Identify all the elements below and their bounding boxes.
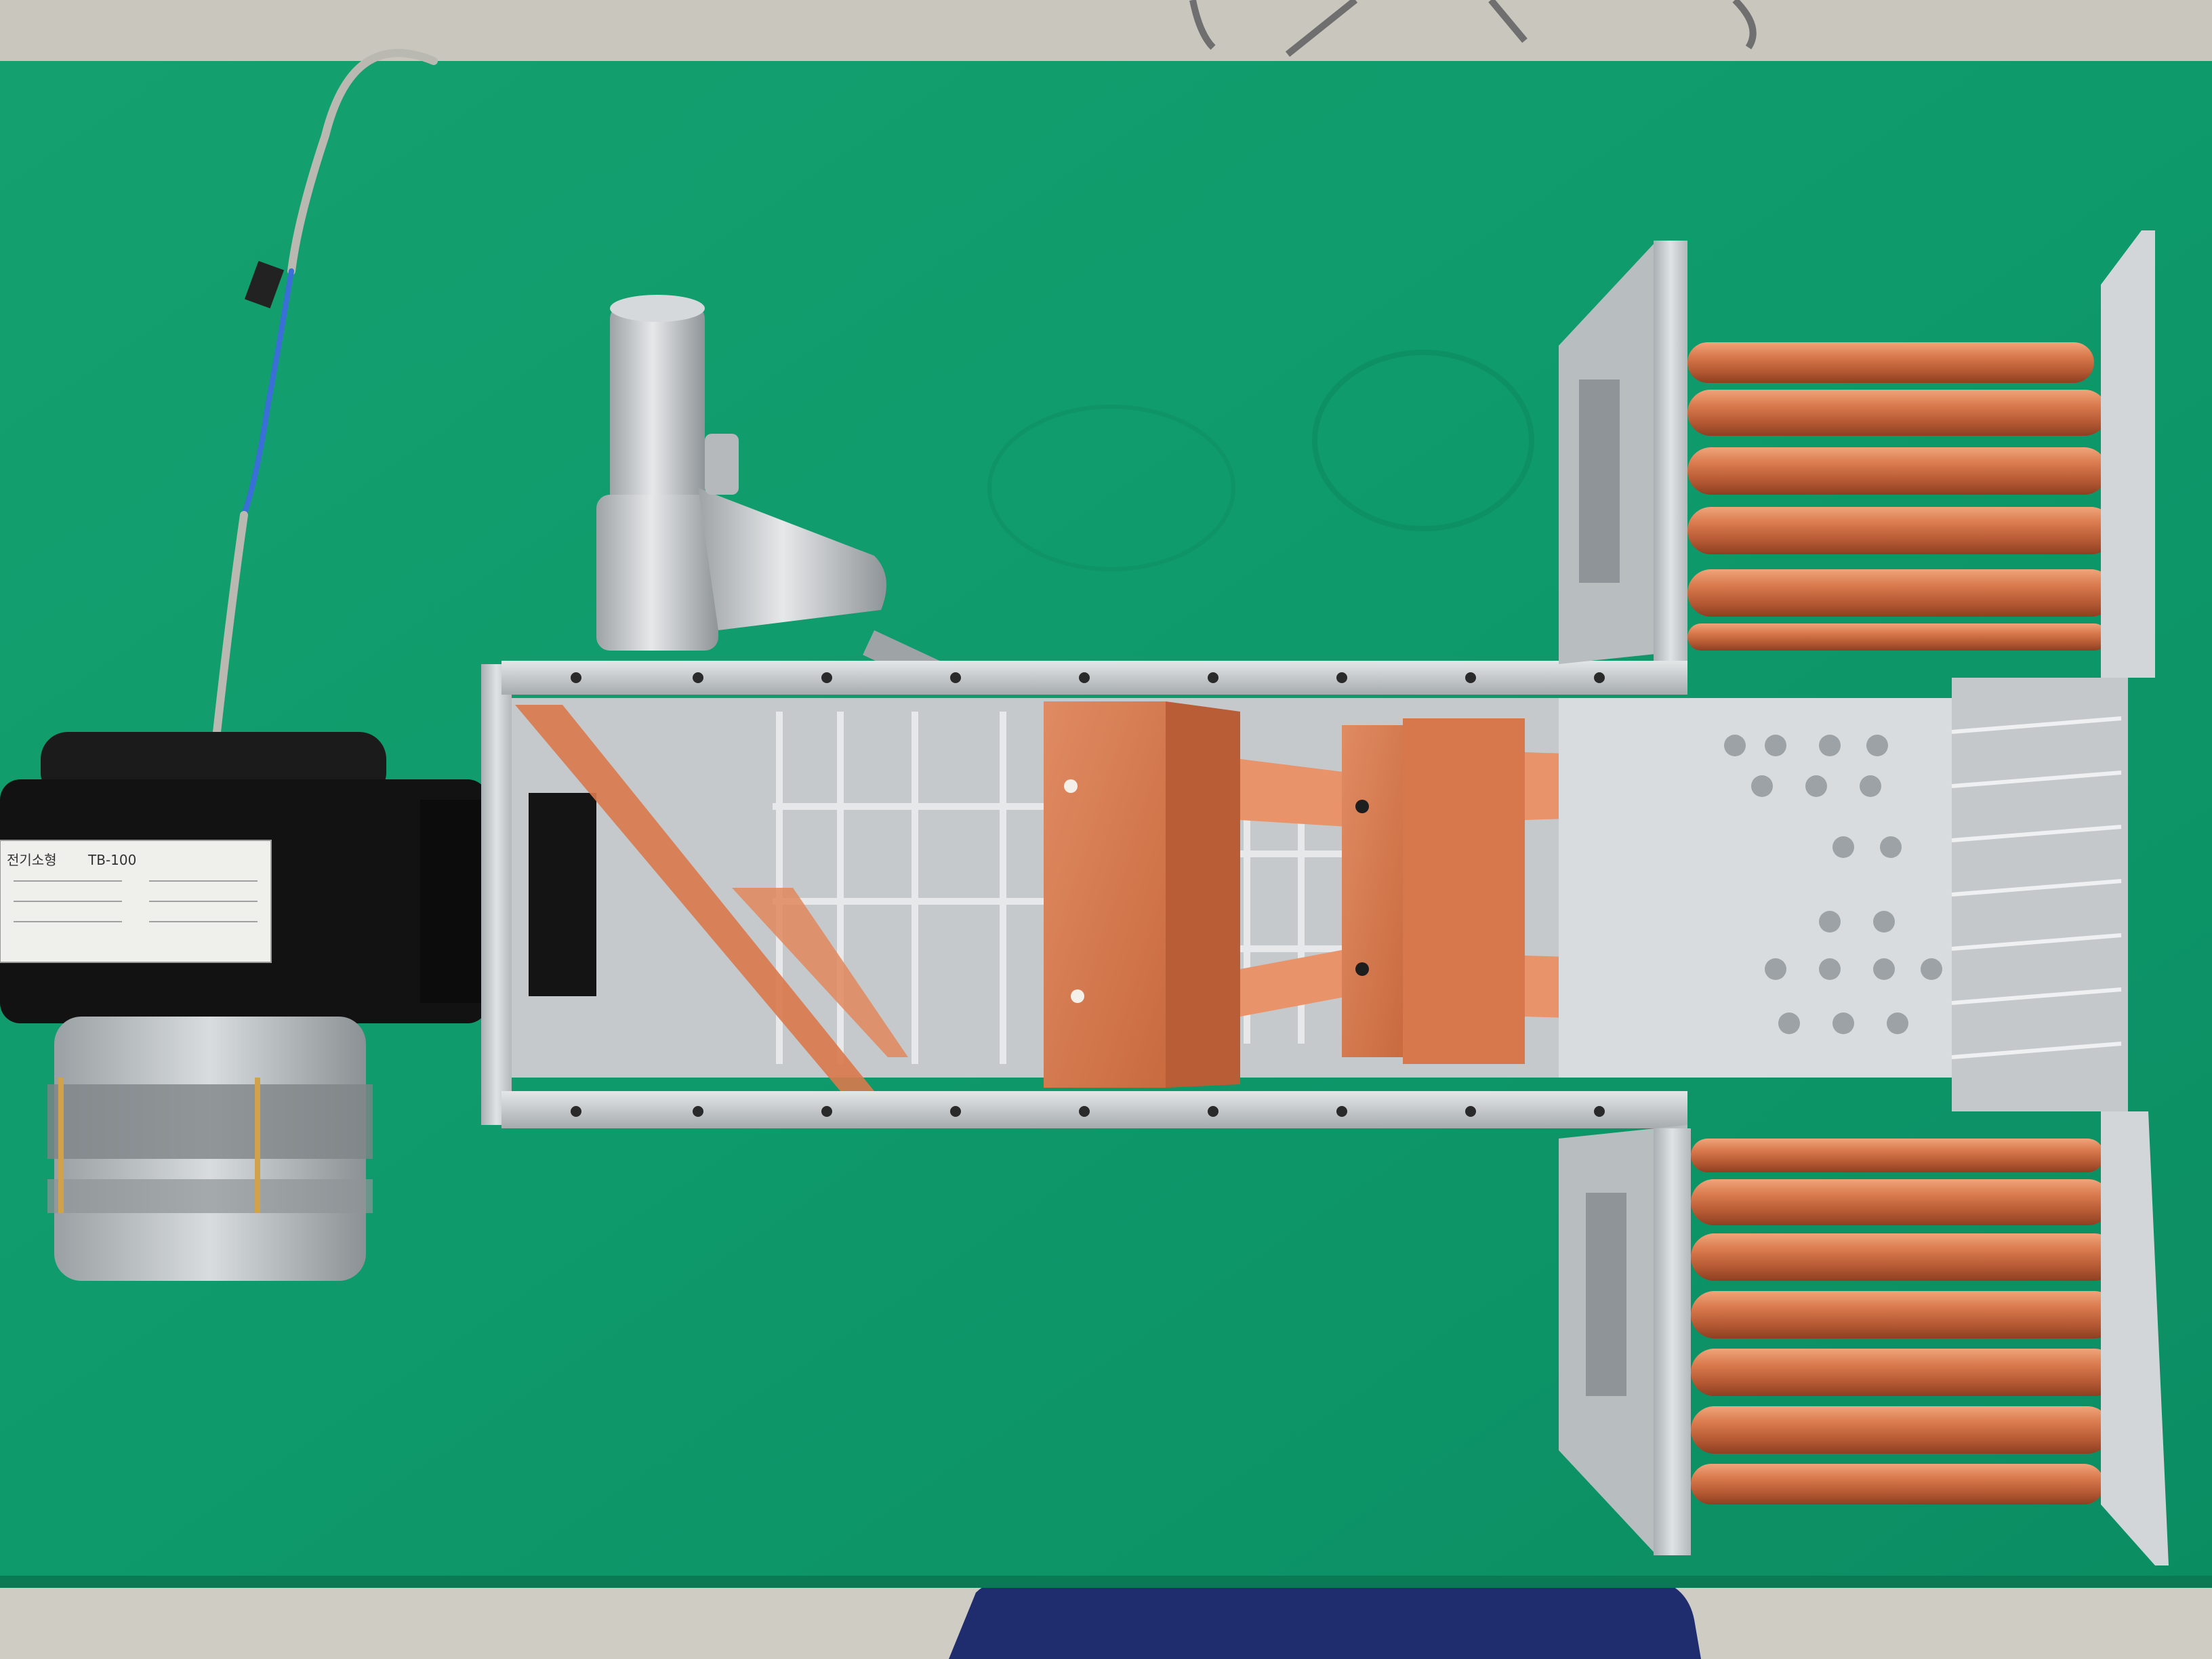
perforated-plate [1559,698,1952,1078]
aluminum-enclosure [481,661,2128,1128]
lower-flange [1654,1128,1691,1555]
blower-outlet [420,800,488,1003]
copper-plate-right-2 [1403,718,1525,1064]
blower: 전기소형 TB-100 [0,732,488,1281]
enclosure-left-wall [481,664,512,1125]
fins [1951,716,2122,1059]
copper-plate-left [1044,701,1166,1088]
copper-diagonal-strip-2 [732,888,908,1057]
table-stain [1312,350,1534,531]
blower-label-brand: 전기소형 [7,852,57,868]
copper-hole [1064,779,1078,793]
table-edge-bottom [0,1576,2212,1588]
lower-pipes [1691,1139,2118,1504]
blower-label-model: TB-100 [87,852,136,868]
upper-pipes [1687,342,2114,651]
copper-bolt [1355,800,1369,813]
copper-plate-left-side [1166,701,1240,1088]
lower-heat-exchanger [1559,1111,2169,1565]
copper-plate-right [1342,725,1403,1057]
upper-flange [1654,241,1687,661]
air-gun-top [610,295,705,322]
table-stain-2 [987,405,1235,571]
lower-side-slot [1586,1193,1626,1396]
enclosure-top-rail [501,661,1687,695]
upper-heat-exchanger [1559,230,2155,678]
chair-seat [949,1579,1701,1659]
copper-strap-upper [1240,759,1349,827]
copper-strap-lower [1240,949,1349,1017]
copper-bolt-2 [1355,962,1369,976]
upper-side-slot [1579,380,1620,583]
motor-band [47,1084,373,1159]
upper-end-plate [2101,230,2155,678]
air-gun-handle [698,488,886,630]
enclosure-bottom-rail [501,1091,1687,1128]
air-gun-body [596,495,718,651]
air-gun-valve [705,434,739,495]
copper-diagonal-strip [515,705,874,1091]
motor-band-2 [47,1179,373,1213]
blower-label-grid [14,880,258,922]
enclosure-opening [529,793,596,996]
rail-holes [571,672,1605,1117]
lower-end-plate [2101,1111,2169,1565]
perforations [1724,735,1942,1034]
air-gun-barrel [610,305,705,508]
power-cable [213,49,438,736]
copper-hole-2 [1071,989,1084,1003]
fin-panel [1952,678,2128,1111]
chair-legs [1189,0,1757,57]
